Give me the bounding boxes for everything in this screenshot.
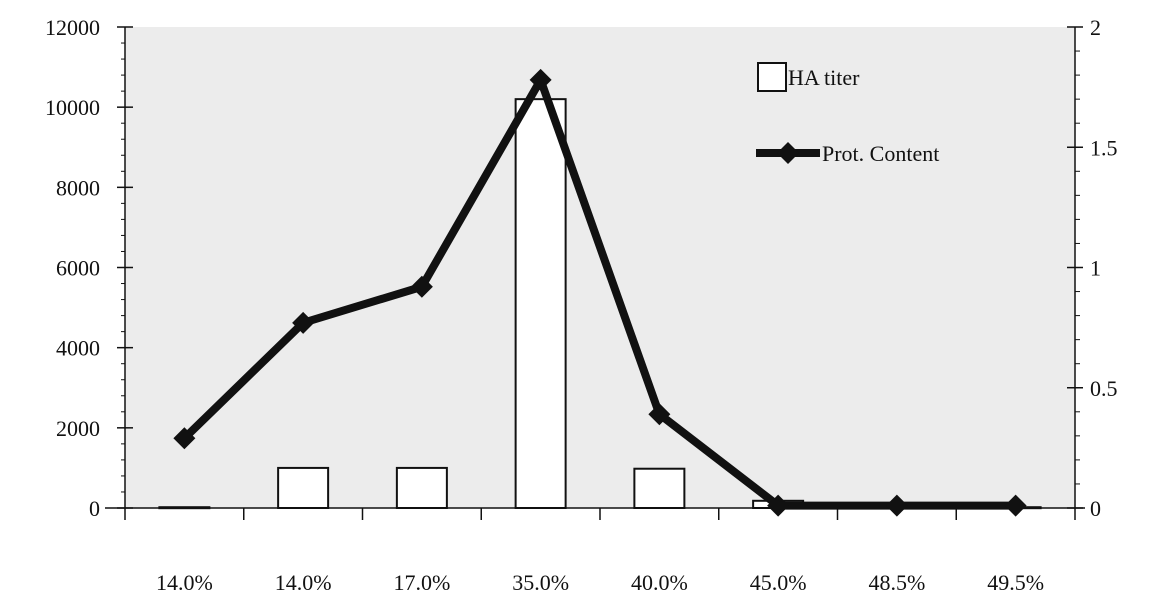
y-right-tick-label: 0	[1090, 496, 1101, 521]
point-prot-content	[173, 427, 196, 450]
legend-swatch-ha-titer	[757, 62, 787, 92]
x-category-label: 40.0%	[631, 570, 688, 595]
bar-ha-titer	[514, 98, 567, 510]
y-left-tick-label: 6000	[56, 256, 100, 281]
y-right-tick-label: 1.5	[1090, 135, 1118, 160]
y-left-tick-label: 4000	[56, 336, 100, 361]
y-left-tick-label: 12000	[45, 15, 100, 40]
point-prot-content	[1004, 494, 1027, 517]
y-left-tick-label: 10000	[45, 95, 100, 120]
bar-ha-titer	[277, 466, 330, 509]
y-right-tick-label: 1	[1090, 256, 1101, 281]
line-layer	[173, 68, 1027, 517]
labels-layer: 0 2000 4000 6000 8000 10000 12000 0 0.5 1 1.5 2 14.0…	[45, 15, 1118, 595]
x-category-label: 45.0%	[750, 570, 807, 595]
y-left-tick-label: 2000	[56, 416, 100, 441]
point-prot-content	[767, 494, 790, 517]
x-category-label: 14.0%	[275, 570, 332, 595]
x-category-label: 35.0%	[512, 570, 569, 595]
point-prot-content	[529, 68, 552, 91]
y-right-tick-label: 0.5	[1090, 376, 1118, 401]
legend-label-ha-titer: HA titer	[788, 65, 860, 90]
y-left-tick-label: 0	[89, 496, 100, 521]
point-prot-content	[292, 311, 315, 334]
x-category-label: 17.0%	[393, 570, 450, 595]
x-category-label: 48.5%	[868, 570, 925, 595]
point-prot-content	[410, 275, 433, 298]
bar-ha-titer	[395, 466, 448, 509]
legend-label-prot-content: Prot. Content	[822, 141, 939, 166]
y-left-tick-label: 8000	[56, 175, 100, 200]
line-prot-content	[180, 75, 1020, 510]
x-category-label: 49.5%	[987, 570, 1044, 595]
x-category-label: 14.0%	[156, 570, 213, 595]
bar-ha-titer	[633, 467, 686, 509]
point-prot-content	[648, 403, 671, 426]
plot-area	[125, 27, 1075, 508]
point-prot-content	[885, 494, 908, 517]
legend: HA titer Prot. Content	[756, 62, 939, 166]
legend-marker-prot-content	[777, 142, 799, 164]
y-right-tick-label: 2	[1090, 15, 1101, 40]
